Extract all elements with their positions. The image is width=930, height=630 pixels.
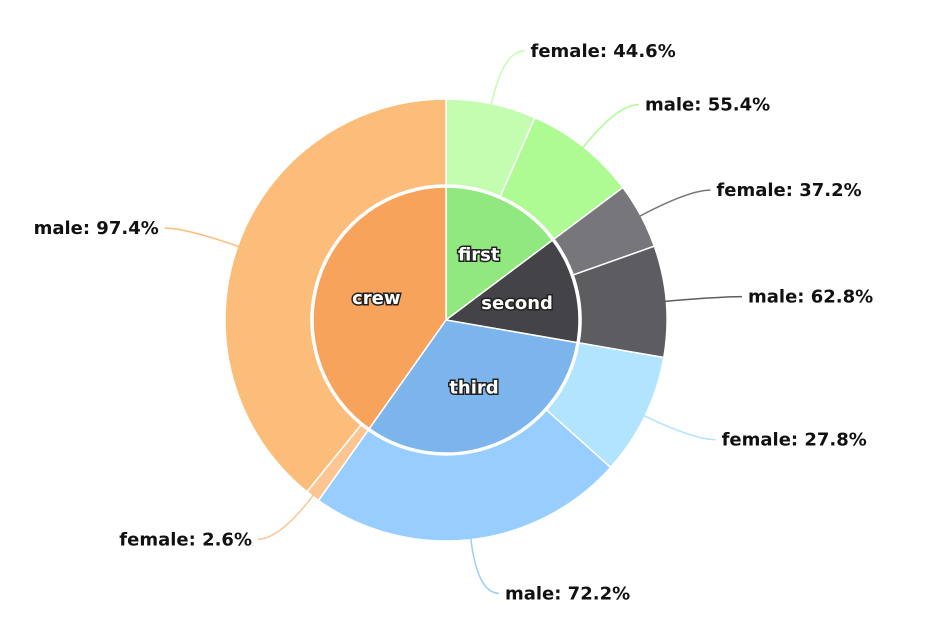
inner-slice-third[interactable] xyxy=(368,319,578,454)
inner-label-second: second xyxy=(481,293,553,314)
slices-layer xyxy=(224,98,668,542)
leader-line xyxy=(641,413,716,441)
outer-label-first-female-44-6: female: 44.6% xyxy=(531,41,676,62)
outer-label-third-female-27-8: female: 27.8% xyxy=(722,430,867,451)
leader-lines-layer xyxy=(164,50,743,595)
outer-label-crew-female-2-6: female: 2.6% xyxy=(119,529,252,550)
inner-label-crew: crew xyxy=(352,288,400,309)
leader-line xyxy=(636,189,711,219)
outer-label-third-male-72-2: male: 72.2% xyxy=(505,583,630,604)
inner-label-third: third xyxy=(449,378,498,399)
outer-label-second-female-37-2: female: 37.2% xyxy=(716,180,861,201)
inner-slice-first[interactable] xyxy=(445,186,554,322)
outer-label-first-male-55-4: male: 55.4% xyxy=(645,95,770,116)
outer-label-crew-male-97-4: male: 97.4% xyxy=(34,218,159,239)
leader-line xyxy=(662,295,743,303)
leader-line xyxy=(257,492,316,541)
inner-slice-crew[interactable] xyxy=(312,186,447,430)
leader-line xyxy=(469,535,500,595)
labels-layer: first second third crew female: 44.6% male: 5… xyxy=(34,41,874,604)
outer-slice-third-male-72-2[interactable] xyxy=(317,408,612,542)
leader-line xyxy=(489,50,525,108)
inner-slice-second[interactable] xyxy=(444,239,580,344)
outer-label-second-male-62-8: male: 62.8% xyxy=(748,287,873,308)
inner-label-first: first xyxy=(458,245,500,266)
leader-line xyxy=(580,103,639,151)
outer-slice-crew-male-97-4[interactable] xyxy=(224,98,447,493)
leader-line xyxy=(164,227,242,249)
